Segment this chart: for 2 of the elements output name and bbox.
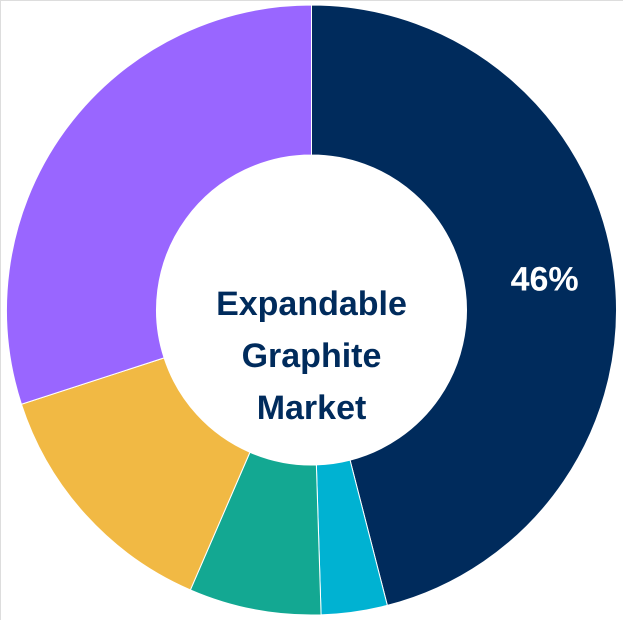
text: Expandable Graphite Market <box>216 285 407 427</box>
data-label: 46% <box>510 260 579 299</box>
